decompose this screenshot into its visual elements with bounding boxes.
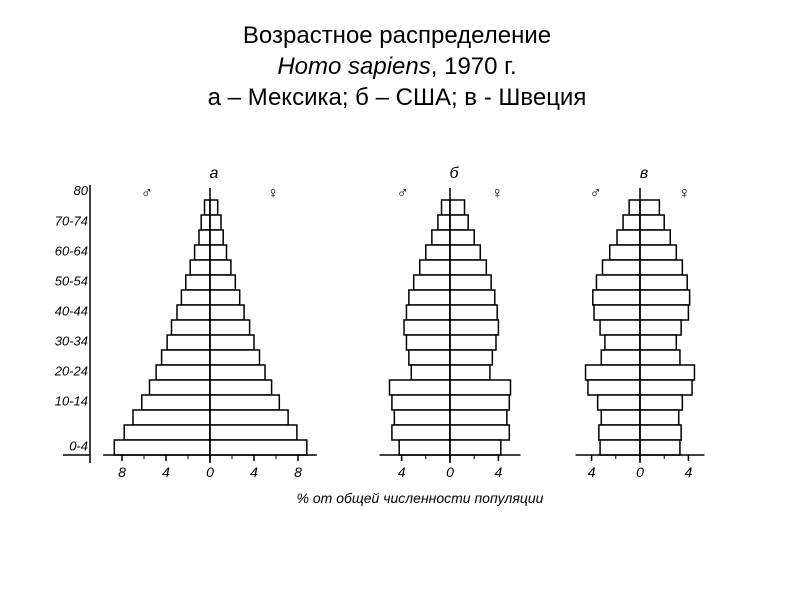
title-line-2: Homo sapiens, 1970 г. [0, 51, 794, 82]
svg-text:10-14: 10-14 [55, 394, 88, 409]
svg-text:4: 4 [685, 464, 693, 480]
svg-text:♂: ♂ [589, 185, 601, 202]
svg-text:0: 0 [636, 464, 644, 480]
svg-text:4: 4 [250, 464, 258, 480]
svg-text:8: 8 [118, 464, 126, 480]
svg-text:8: 8 [294, 464, 302, 480]
svg-text:♀: ♀ [679, 185, 691, 202]
pyramid-svg: 8070-7460-6450-5440-4430-3420-2410-140-4… [40, 160, 760, 560]
title-line-3: а – Мексика; б – США; в - Швеция [0, 82, 794, 113]
svg-text:в: в [640, 165, 648, 182]
svg-text:0-4: 0-4 [69, 439, 88, 454]
svg-text:4: 4 [398, 464, 406, 480]
svg-text:70-74: 70-74 [55, 214, 88, 229]
svg-text:60-64: 60-64 [55, 244, 88, 259]
species-name: Homo sapiens [277, 53, 430, 80]
svg-text:80: 80 [74, 183, 89, 198]
svg-text:♀: ♀ [267, 185, 279, 202]
title-block: Возрастное распределение Homo sapiens, 1… [0, 0, 794, 114]
svg-text:♀: ♀ [491, 185, 503, 202]
title-line-1: Возрастное распределение [0, 20, 794, 51]
svg-text:б: б [450, 165, 460, 182]
svg-text:40-44: 40-44 [55, 304, 88, 319]
svg-text:4: 4 [588, 464, 596, 480]
svg-text:4: 4 [495, 464, 503, 480]
title-year: , 1970 г. [431, 53, 517, 80]
svg-text:а: а [210, 165, 219, 182]
svg-text:0: 0 [446, 464, 454, 480]
svg-text:♂: ♂ [397, 185, 409, 202]
svg-text:% от общей численности популяц: % от общей численности популяции [297, 490, 544, 506]
pyramid-charts: 8070-7460-6450-5440-4430-3420-2410-140-4… [40, 160, 760, 560]
svg-text:0: 0 [206, 464, 214, 480]
svg-text:50-54: 50-54 [55, 274, 88, 289]
svg-text:♂: ♂ [141, 185, 153, 202]
svg-text:30-34: 30-34 [55, 334, 88, 349]
svg-text:4: 4 [162, 464, 170, 480]
svg-text:20-24: 20-24 [54, 364, 88, 379]
